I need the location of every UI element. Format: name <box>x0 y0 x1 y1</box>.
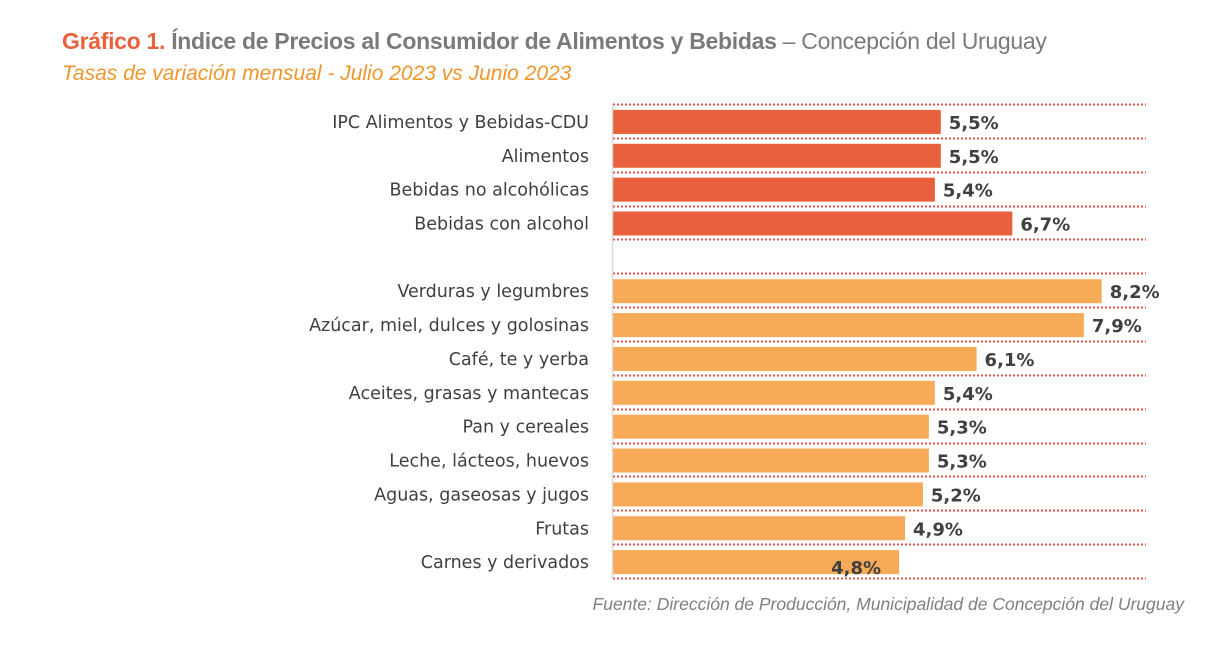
bar-aceites-grasas-y-mantecas <box>613 380 935 405</box>
bar-bebidas-no-alcoholicas <box>613 177 935 202</box>
value-label: 7,9% <box>1092 316 1142 337</box>
source-note: Fuente: Dirección de Producción, Municip… <box>592 594 1184 614</box>
value-label: 5,3% <box>937 452 987 473</box>
value-label: 5,4% <box>943 181 993 202</box>
chart-subtitle: Tasas de variación mensual - Julio 2023 … <box>62 62 572 85</box>
category-label: Verduras y legumbres <box>397 282 589 302</box>
chart-title: Gráfico 1. Índice de Precios al Consumid… <box>62 28 1047 55</box>
value-label: 5,2% <box>931 485 981 506</box>
bar-azucar-miel-dulces-y-golosinas <box>613 313 1084 338</box>
value-label: 5,3% <box>937 418 987 439</box>
bars <box>613 109 1102 575</box>
bar-alimentos <box>613 143 941 168</box>
category-label: Café, te y yerba <box>449 350 589 370</box>
value-label: 5,5% <box>949 147 999 168</box>
value-label: 4,8% <box>831 558 881 579</box>
value-label: 4,9% <box>913 519 963 540</box>
value-label: 5,5% <box>949 113 999 134</box>
value-label: 6,1% <box>985 350 1035 371</box>
value-label: 6,7% <box>1020 215 1070 236</box>
bar-carnes-y-derivados <box>613 550 900 575</box>
value-label: 8,2% <box>1110 282 1160 303</box>
bar-leche-lacteos-huevos <box>613 448 929 473</box>
category-labels: IPC Alimentos y Bebidas-CDU Alimentos Bebi… <box>309 113 589 573</box>
bar-bebidas-con-alcohol <box>613 211 1013 236</box>
bar-ipc-alimentos-y-bebidas-cdu <box>613 109 941 134</box>
bar-cafe-te-y-yerba <box>613 346 977 371</box>
category-label: Aguas, gaseosas y jugos <box>374 485 589 505</box>
bar-verduras-y-legumbres <box>613 279 1102 304</box>
value-labels: 5,5% 5,5% 5,4% 6,7% 8,2% 7,9% 6,1% 5,4% 5,3% 5,3%… <box>831 113 1160 579</box>
value-label: 5,4% <box>943 384 993 405</box>
category-label: Bebidas no alcohólicas <box>389 181 589 201</box>
category-label: Carnes y derivados <box>421 553 589 573</box>
bar-aguas-gaseosas-y-jugos <box>613 482 923 507</box>
category-label: Frutas <box>535 519 589 539</box>
category-label: Bebidas con alcohol <box>414 215 589 235</box>
category-label: Azúcar, miel, dulces y golosinas <box>309 316 589 336</box>
chart-title-lead: Gráfico 1. <box>62 28 166 54</box>
category-label: IPC Alimentos y Bebidas-CDU <box>332 113 589 133</box>
category-label: Leche, lácteos, huevos <box>389 452 589 472</box>
chart-title-place: – Concepción del Uruguay <box>776 28 1047 54</box>
bar-pan-y-cereales <box>613 414 929 439</box>
category-label: Aceites, grasas y mantecas <box>349 384 589 404</box>
gridlines <box>613 103 1146 580</box>
category-label: Pan y cereales <box>463 418 590 438</box>
bar-frutas <box>613 516 906 541</box>
chart-title-main: Índice de Precios al Consumidor de Alime… <box>165 28 777 54</box>
category-label: Alimentos <box>502 147 589 167</box>
